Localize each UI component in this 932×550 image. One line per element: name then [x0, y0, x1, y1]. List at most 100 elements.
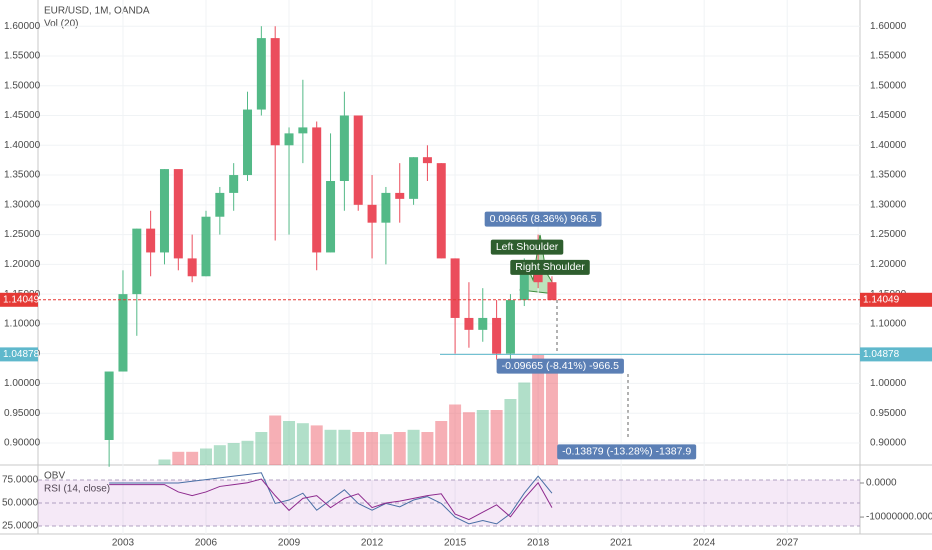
price-tag: [860, 292, 932, 307]
candle-body: [159, 169, 169, 253]
candle-body: [298, 127, 308, 134]
candle-body: [519, 264, 529, 301]
candle-body: [450, 258, 460, 318]
price-tag: [860, 347, 932, 362]
annotation-label: -0.13879 (-13.28%) -1387.9: [562, 446, 691, 458]
y-tick-label: 25.0000: [2, 521, 39, 532]
chart-title: EUR/USD, 1M, OANDA: [44, 6, 150, 17]
candle-body: [436, 163, 446, 259]
volume-bar: [296, 423, 309, 465]
y-tick-label: 1.30000: [870, 199, 907, 210]
y-tick-label: 1.25000: [4, 229, 41, 240]
annotation-box: [490, 239, 564, 255]
price-tag-label: 1.04878: [3, 349, 40, 360]
volume-bar: [283, 421, 296, 465]
price-tag-label: 1.14049: [863, 294, 900, 305]
candle-body: [409, 157, 419, 199]
y-tick-label: 1.10000: [4, 319, 41, 330]
candle-body: [132, 228, 142, 295]
candle-body: [256, 38, 266, 110]
candle-body: [284, 133, 294, 146]
volume-bar: [490, 410, 503, 465]
y-tick-label: 0.90000: [4, 438, 41, 449]
volume-bar: [255, 432, 268, 465]
volume-bar: [324, 429, 337, 465]
volume-bar: [476, 410, 489, 465]
y-tick-label: 0.95000: [4, 408, 41, 419]
volume-bar: [310, 425, 323, 465]
obv-label: OBV: [44, 471, 65, 482]
volume-bar: [269, 415, 282, 465]
annotation-box: [496, 358, 624, 374]
candle-body: [464, 317, 474, 330]
x-tick-label: 2012: [361, 538, 384, 549]
candle-body: [339, 115, 349, 181]
price-tag: [0, 347, 38, 362]
annotation-box: [557, 444, 697, 460]
y-tick-label: 75.0000: [2, 475, 39, 486]
price-tag-label: 1.14049: [3, 294, 40, 305]
y-tick-label: 1.20000: [870, 259, 907, 270]
annotation-label: -0.09665 (-8.41%) -966.5: [502, 360, 619, 372]
candle-body: [312, 127, 322, 253]
price-tag: [0, 292, 38, 307]
volume-bar: [532, 355, 545, 465]
volume-bar: [227, 443, 240, 465]
y-tick-label: 1.40000: [870, 140, 907, 151]
volume-bar: [545, 366, 558, 465]
x-tick-label: 2009: [278, 538, 301, 549]
y-tick-label: 1.35000: [870, 170, 907, 181]
annotation-label: 0.09665 (8.36%) 966.5: [490, 213, 597, 225]
volume-bar: [241, 440, 254, 465]
y-tick-label: 50.0000: [2, 498, 39, 509]
y-tick-label: 1.45000: [870, 110, 907, 121]
grid-layer: [38, 0, 860, 534]
volume-bar: [518, 382, 531, 465]
candle-body: [146, 228, 156, 253]
volume-bar: [421, 432, 434, 465]
volume-bar: [213, 445, 226, 465]
y-tick-label: 1.60000: [870, 21, 907, 32]
x-tick-label: 2018: [527, 538, 550, 549]
y-tick-label: 1.60000: [4, 21, 41, 32]
x-tick-label: 2015: [444, 538, 467, 549]
candle-body: [215, 192, 225, 217]
candle-body: [395, 192, 405, 199]
y-tick-label: 1.30000: [4, 199, 41, 210]
candle-body: [229, 175, 239, 193]
y-tick-label: 1.25000: [870, 229, 907, 240]
y-tick-label: 1.00000: [4, 378, 41, 389]
x-tick-label: 2024: [693, 538, 716, 549]
y-tick-label: 1.20000: [4, 259, 41, 270]
candle-body: [478, 317, 488, 330]
volume-bar: [462, 412, 475, 465]
rsi-label: RSI (14, close): [44, 484, 110, 495]
x-tick-label: 2027: [776, 538, 799, 549]
volume-bar: [504, 399, 517, 465]
volume-bar: [199, 448, 212, 465]
y-tick-label: 0.90000: [870, 438, 907, 449]
candle-body: [381, 192, 391, 223]
y-tick-label: 1.55000: [4, 51, 41, 62]
volume-bar: [366, 432, 379, 465]
candle-body: [367, 204, 377, 223]
y2-tick-label: -10000000.0000: [866, 512, 932, 523]
annotation-box: [510, 259, 590, 275]
volume-bar: [393, 432, 406, 465]
annotation-label: Left Shoulder: [496, 241, 559, 253]
candle-body: [201, 216, 211, 277]
y-tick-label: 1.55000: [870, 51, 907, 62]
candle-body: [243, 109, 253, 176]
indicator-line: [109, 472, 553, 525]
y-tick-label: 1.45000: [4, 110, 41, 121]
candle-body: [492, 317, 502, 354]
y2-tick-label: 0.0000: [866, 478, 897, 489]
volume-label: Vol (20): [44, 19, 78, 30]
candle-body: [505, 300, 515, 354]
volume-bar: [352, 432, 365, 465]
y-tick-label: 1.35000: [4, 170, 41, 181]
candle-body: [547, 282, 557, 301]
candle-body: [270, 38, 280, 146]
